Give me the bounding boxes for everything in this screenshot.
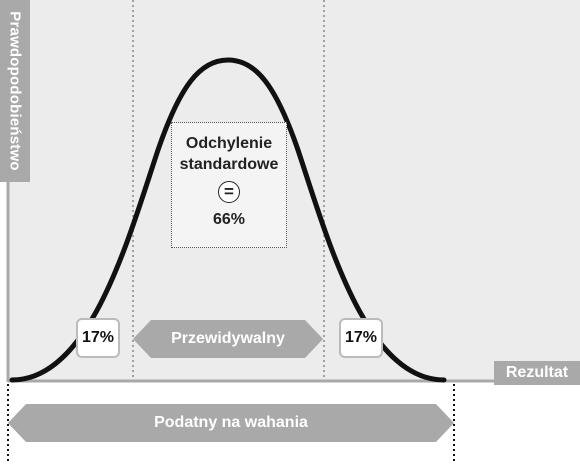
std-dev-callout: Odchylenie standardowe = 66% bbox=[171, 122, 287, 248]
bell-curve bbox=[9, 57, 447, 383]
volatile-range-banner: Podatny na wahania bbox=[8, 404, 454, 442]
callout-value: 66% bbox=[212, 211, 246, 228]
right-tail-percent: 17% bbox=[339, 318, 383, 358]
y-axis-label-text: Prawdopodobieństwo bbox=[6, 11, 24, 171]
plot-area bbox=[8, 0, 580, 380]
predictable-range-banner: Przewidywalny bbox=[133, 320, 323, 358]
x-axis-label: Rezultat bbox=[494, 361, 580, 385]
callout-title-line1: Odchylenie bbox=[185, 135, 273, 152]
y-axis-label: Prawdopodobieństwo bbox=[0, 0, 30, 182]
callout-title: Odchylenie standardowe bbox=[172, 133, 286, 175]
equals-icon: = bbox=[218, 181, 240, 203]
callout-title-line2: standardowe bbox=[179, 156, 279, 173]
left-tail-percent: 17% bbox=[76, 318, 120, 358]
